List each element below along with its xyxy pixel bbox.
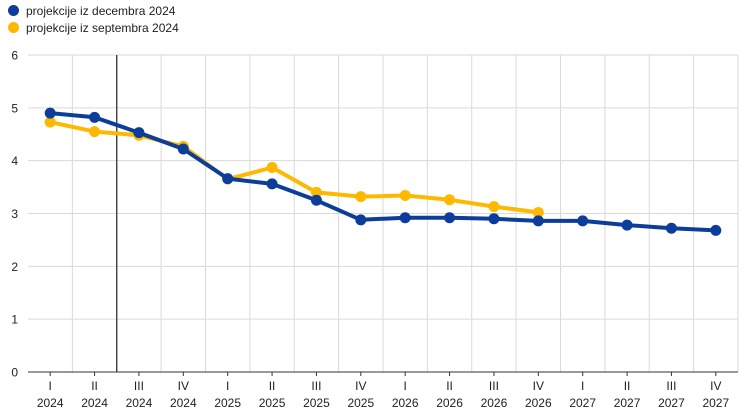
- data-point-s1-6: [310, 186, 322, 198]
- x-tick-label-quarter-1: II: [91, 379, 98, 393]
- data-point-s1-5: [266, 162, 278, 174]
- x-tick-label-year-0: 2024: [37, 396, 64, 410]
- x-tick-label-quarter-8: I: [404, 379, 407, 393]
- series-line-0: [48, 111, 718, 233]
- data-point-s1-9: [444, 194, 456, 206]
- x-tick-label-quarter-3: IV: [178, 379, 189, 393]
- y-tick-label-5: 5: [11, 101, 18, 115]
- x-tick-label-quarter-6: III: [311, 379, 321, 393]
- data-point-s1-1: [89, 126, 101, 138]
- x-tick-label-year-7: 2025: [347, 396, 374, 410]
- data-point-s1-10: [488, 201, 500, 213]
- chart-legend: projekcije iz decembra 2024 projekcije i…: [8, 2, 179, 36]
- x-tick-label-quarter-4: I: [226, 379, 229, 393]
- data-point-s0-1: [89, 111, 101, 123]
- x-tick-label-year-5: 2025: [259, 396, 286, 410]
- x-tick-label-year-3: 2024: [170, 396, 197, 410]
- y-tick-label-2: 2: [11, 260, 18, 274]
- legend-item-september: projekcije iz septembra 2024: [8, 19, 179, 36]
- data-point-s0-13: [621, 219, 633, 231]
- x-tick-label-quarter-11: IV: [533, 379, 544, 393]
- legend-item-december: projekcije iz decembra 2024: [8, 2, 179, 19]
- series-line-1: [48, 120, 541, 215]
- legend-marker-september: [8, 22, 19, 33]
- data-point-s0-3: [177, 143, 189, 155]
- legend-marker-december: [8, 5, 19, 16]
- data-point-s0-14: [665, 222, 677, 234]
- x-tick-label-year-1: 2024: [81, 396, 108, 410]
- data-point-s0-10: [488, 213, 500, 225]
- x-tick-label-year-14: 2027: [658, 396, 685, 410]
- legend-label-september: projekcije iz septembra 2024: [26, 20, 179, 35]
- x-tick-label-year-9: 2026: [436, 396, 463, 410]
- data-point-s0-4: [222, 173, 234, 185]
- data-point-s1-7: [355, 191, 367, 203]
- x-tick-label-quarter-0: I: [49, 379, 52, 393]
- x-tick-label-quarter-14: III: [666, 379, 676, 393]
- x-tick-label-year-4: 2025: [214, 396, 241, 410]
- data-point-s0-2: [133, 127, 145, 139]
- data-point-s0-6: [310, 194, 322, 206]
- data-point-s1-11: [532, 206, 544, 218]
- x-tick-label-year-12: 2027: [569, 396, 596, 410]
- data-point-s1-0: [44, 116, 56, 128]
- data-point-s0-9: [444, 212, 456, 224]
- y-tick-label-4: 4: [11, 154, 18, 168]
- data-point-s1-8: [399, 190, 411, 202]
- y-tick-label-6: 6: [11, 49, 18, 63]
- data-point-s0-12: [577, 215, 589, 227]
- data-point-s0-15: [710, 224, 722, 236]
- legend-label-december: projekcije iz decembra 2024: [26, 3, 176, 18]
- x-tick-label-quarter-12: I: [581, 379, 584, 393]
- x-tick-label-year-11: 2026: [525, 396, 552, 410]
- data-point-s0-7: [355, 214, 367, 226]
- data-point-s0-5: [266, 178, 278, 190]
- y-tick-label-1: 1: [11, 313, 18, 327]
- data-point-s0-11: [532, 215, 544, 227]
- x-tick-label-year-2: 2024: [126, 396, 153, 410]
- data-point-s0-0: [44, 107, 56, 119]
- x-tick-label-quarter-13: II: [624, 379, 631, 393]
- x-tick-label-year-6: 2025: [303, 396, 330, 410]
- x-tick-label-quarter-5: II: [269, 379, 276, 393]
- x-tick-label-quarter-9: II: [446, 379, 453, 393]
- x-tick-label-year-13: 2027: [614, 396, 641, 410]
- x-tick-label-year-15: 2027: [702, 396, 729, 410]
- x-tick-label-quarter-7: IV: [355, 379, 366, 393]
- data-point-s0-8: [399, 212, 411, 224]
- x-tick-label-quarter-15: IV: [710, 379, 721, 393]
- x-tick-label-year-8: 2026: [392, 396, 419, 410]
- x-tick-label-quarter-10: III: [489, 379, 499, 393]
- y-tick-label-3: 3: [11, 207, 18, 221]
- x-tick-label-quarter-2: III: [134, 379, 144, 393]
- y-tick-label-0: 0: [11, 366, 18, 380]
- x-tick-label-year-10: 2026: [481, 396, 508, 410]
